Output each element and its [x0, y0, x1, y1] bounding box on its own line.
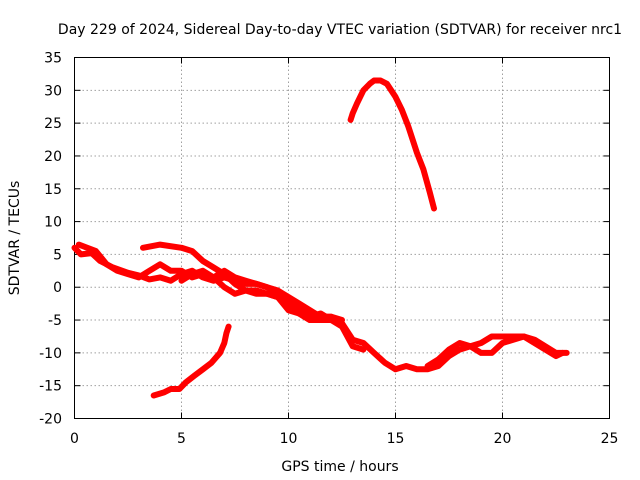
y-tick-label: 10	[44, 215, 62, 231]
series-line-trace-main-2	[75, 241, 367, 353]
x-tick-label: 10	[280, 431, 298, 447]
chart-title: Day 229 of 2024, Sidereal Day-to-day VTE…	[58, 22, 622, 38]
y-tick-label: 35	[44, 51, 62, 67]
series-line-trace-main-5	[424, 333, 566, 369]
x-tick-label: 20	[494, 431, 512, 447]
y-tick-label: -15	[39, 379, 62, 395]
y-tick-label: 5	[53, 247, 62, 263]
x-axis-label: GPS time / hours	[281, 459, 398, 475]
x-tick-label: 0	[70, 431, 79, 447]
x-tick-label: 5	[177, 431, 186, 447]
series-line-trace-main-4	[178, 267, 335, 323]
y-tick-labels: -20 -15 -10 -5 0 5 10 15 20 25 30 35	[39, 51, 62, 428]
y-axis-label: SDTVAR / TECUs	[7, 181, 23, 296]
y-tick-label: 15	[44, 182, 62, 198]
y-tick-label: -20	[39, 412, 62, 428]
series-line-trace-high-arc	[347, 77, 437, 212]
grid-lines	[74, 57, 610, 419]
plot-frame	[74, 57, 610, 419]
axis-ticks	[74, 57, 610, 419]
y-tick-label: 20	[44, 149, 62, 165]
data-series	[71, 77, 570, 399]
x-tick-label: 25	[601, 431, 619, 447]
series-line-trace-low-rising	[150, 323, 232, 399]
y-tick-label: 30	[44, 83, 62, 99]
y-tick-label: 25	[44, 116, 62, 132]
x-tick-label: 15	[387, 431, 405, 447]
y-tick-label: -5	[48, 313, 62, 329]
x-tick-labels: 0 5 10 15 20 25	[70, 431, 618, 447]
y-tick-label: -10	[39, 346, 62, 362]
y-tick-label: 0	[53, 280, 62, 296]
